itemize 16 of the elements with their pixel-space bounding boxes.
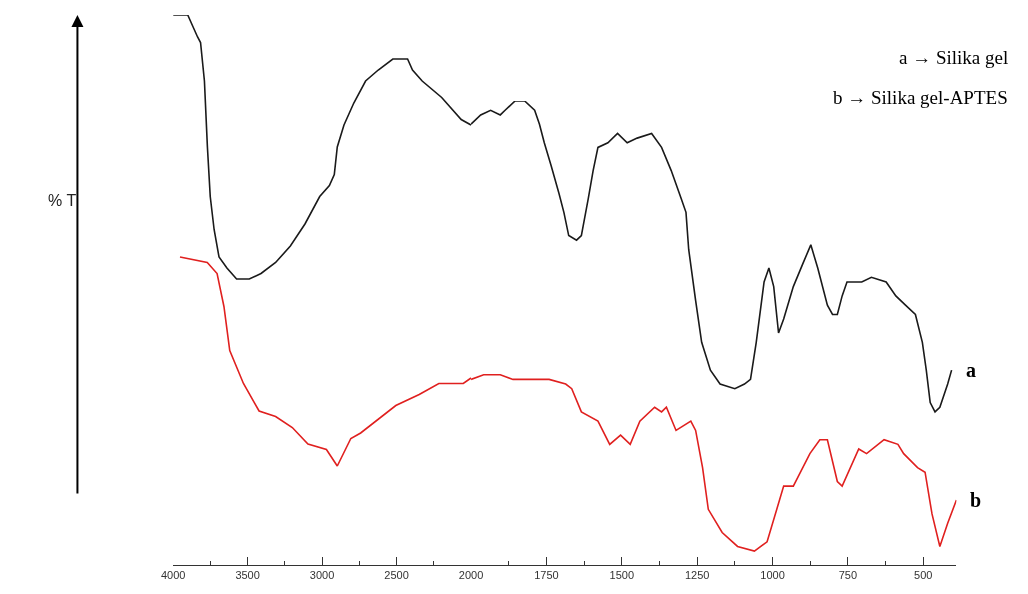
x-tick-label: 1250 — [684, 569, 710, 582]
series-label: b — [970, 489, 982, 511]
x-tick-label: 750 — [838, 569, 858, 582]
x-tick-label: 3500 — [235, 569, 260, 582]
text: a → Silika gel — [899, 47, 1009, 68]
y-axis-title: % T — [48, 192, 77, 209]
annotation: b → Silika gel-APTES — [833, 87, 1008, 108]
x-tick-label: 1750 — [534, 569, 559, 582]
x-tick-label: 4000 — [160, 569, 186, 582]
x-tick-label: 500 — [914, 569, 933, 582]
series-label: a — [966, 359, 976, 381]
x-tick-label: 1500 — [609, 569, 635, 582]
x-tick-label: 2500 — [384, 569, 409, 582]
x-tick-label: 3000 — [309, 569, 335, 582]
x-tick-label: 2000 — [458, 569, 484, 582]
x-tick-label: 1000 — [760, 569, 785, 582]
